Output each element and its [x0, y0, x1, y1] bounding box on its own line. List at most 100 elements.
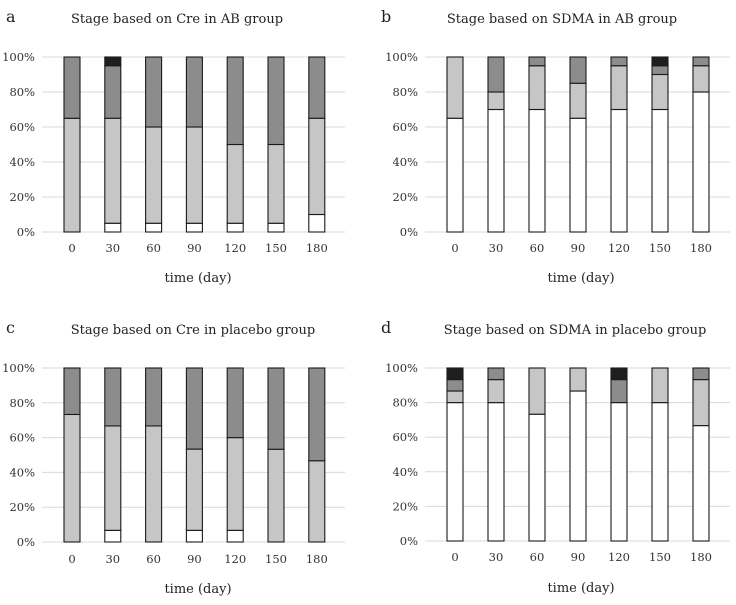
bar-segment-stage-light	[692, 379, 710, 427]
y-tick-label: 40%	[9, 465, 35, 479]
x-tick-label: 120	[224, 552, 246, 566]
x-tick-label: 150	[649, 241, 671, 255]
x-tick-label: 90	[187, 552, 202, 566]
bar-segment-stage-light	[528, 65, 546, 111]
bar-segment-stage-light	[267, 143, 285, 224]
bar-segment-stage-white	[692, 91, 710, 233]
bars-b	[446, 56, 710, 233]
x-tick-label: 150	[265, 241, 287, 255]
bar-segment-stage-light	[487, 379, 505, 404]
bars-d	[446, 367, 710, 542]
bar-segment-stage-mid	[651, 65, 669, 76]
bar-segment-stage-white	[446, 402, 464, 542]
bar-segment-stage-light	[446, 56, 464, 119]
bar-segment-stage-dark	[104, 56, 122, 67]
bar-segment-stage-dark	[446, 367, 464, 381]
bar-segment-stage-white	[104, 529, 122, 543]
y-tick-label: 0%	[17, 535, 35, 549]
bar-segment-stage-white	[651, 402, 669, 542]
x-tick-label: 0	[451, 241, 458, 255]
bar-segment-stage-dark	[610, 367, 628, 381]
y-tick-label: 40%	[392, 465, 418, 479]
bar-segment-stage-light	[63, 117, 81, 233]
bar-segment-stage-light	[569, 367, 587, 392]
bar-segment-stage-mid	[267, 367, 285, 450]
panel-label-a: a	[6, 7, 16, 26]
y-tick-label: 0%	[400, 225, 418, 239]
bar-segment-stage-light	[145, 425, 163, 543]
x-tick-label: 60	[146, 241, 161, 255]
bar-segment-stage-mid	[226, 56, 244, 146]
x-tick-label: 60	[530, 241, 545, 255]
y-tick-label: 20%	[392, 190, 418, 204]
x-tick-label: 0	[68, 241, 75, 255]
y-tick-label: 40%	[392, 155, 418, 169]
y-tick-label: 80%	[9, 396, 35, 410]
y-tick-label: 60%	[392, 120, 418, 134]
y-tick-label: 20%	[392, 499, 418, 513]
x-tick-label: 30	[105, 241, 120, 255]
chart-title-c: Stage based on Cre in placebo group	[71, 323, 315, 338]
bar-segment-stage-mid	[308, 56, 326, 119]
bar-segment-stage-mid	[185, 367, 203, 450]
bar-segment-stage-mid	[610, 56, 628, 67]
bar-segment-stage-white	[692, 425, 710, 542]
bar-segment-stage-white	[651, 108, 669, 233]
x-axis-label-a: time (day)	[164, 271, 231, 286]
bar-segment-stage-mid	[145, 367, 163, 427]
bar-segment-stage-light	[104, 425, 122, 531]
y-axis-d: 0% 20% 40% 60% 80% 100%	[385, 361, 730, 548]
bar-segment-stage-light	[446, 390, 464, 404]
bar-segment-stage-white	[569, 390, 587, 542]
bar-segment-stage-light	[104, 117, 122, 224]
bars-c	[63, 367, 326, 543]
x-axis-label-c: time (day)	[164, 582, 231, 597]
bar-segment-stage-light	[185, 126, 203, 224]
x-tick-label: 30	[489, 550, 504, 564]
chart-title-a: Stage based on Cre in AB group	[71, 12, 283, 27]
x-axis-c: 0 30 60 90 120 150 180	[68, 552, 327, 566]
bars-a	[63, 56, 326, 233]
bar-segment-stage-light	[692, 65, 710, 93]
bar-segment-stage-white	[226, 222, 244, 233]
bar-segment-stage-white	[226, 529, 244, 543]
bar-segment-stage-mid	[145, 56, 163, 128]
bar-segment-stage-white	[185, 529, 203, 543]
bar-segment-stage-white	[569, 117, 587, 233]
bar-segment-stage-light	[487, 91, 505, 111]
x-axis-label-d: time (day)	[547, 581, 614, 596]
x-tick-label: 0	[68, 552, 75, 566]
y-tick-label: 0%	[17, 225, 35, 239]
bar-segment-stage-white	[610, 108, 628, 233]
x-axis-d: 0 30 60 90 120 150 180	[451, 550, 712, 564]
bar-segment-stage-white	[528, 413, 546, 542]
bar-segment-stage-light	[267, 448, 285, 543]
bar-segment-stage-mid	[226, 367, 244, 439]
y-tick-label: 80%	[9, 85, 35, 99]
panel-a: a Stage based on Cre in AB group 0% 20% 40…	[2, 7, 345, 286]
bar-segment-stage-mid	[267, 56, 285, 146]
bar-segment-stage-mid	[185, 56, 203, 128]
y-tick-label: 80%	[392, 396, 418, 410]
x-axis-a: 0 30 60 90 120 150 180	[68, 241, 327, 255]
panel-d: d Stage based on SDMA in placebo group 0…	[381, 318, 730, 596]
x-tick-label: 90	[571, 241, 586, 255]
bar-segment-stage-mid	[692, 56, 710, 67]
bar-segment-stage-white	[487, 108, 505, 233]
bar-segment-stage-white	[528, 108, 546, 233]
bar-segment-stage-mid	[104, 65, 122, 119]
x-tick-label: 0	[451, 550, 458, 564]
panel-c: c Stage based on Cre in placebo group 0%…	[2, 318, 345, 597]
y-tick-label: 100%	[385, 50, 418, 64]
x-tick-label: 150	[265, 552, 287, 566]
bar-segment-stage-white	[104, 222, 122, 233]
bar-segment-stage-light	[569, 82, 587, 119]
bar-segment-stage-white	[610, 402, 628, 542]
bar-segment-stage-mid	[104, 367, 122, 427]
bar-segment-stage-mid	[308, 367, 326, 462]
panel-label-d: d	[381, 318, 391, 337]
y-tick-label: 20%	[9, 500, 35, 514]
x-tick-label: 150	[649, 550, 671, 564]
y-tick-label: 60%	[9, 431, 35, 445]
